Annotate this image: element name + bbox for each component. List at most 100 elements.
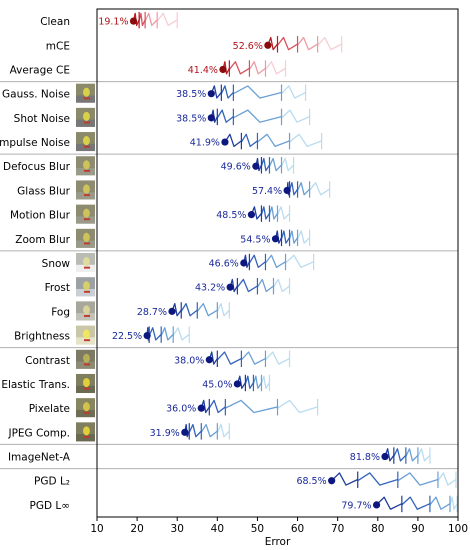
trail-segment (233, 85, 282, 99)
trail-segment (285, 254, 314, 269)
trail-segment (272, 278, 290, 293)
thumbnail-accent (83, 411, 91, 414)
x-tick-label: 60 (291, 523, 304, 535)
value-label: 36.0% (166, 404, 196, 415)
trail-segment (393, 448, 407, 462)
value-label: 22.5% (112, 331, 142, 342)
trail-segment (256, 278, 274, 293)
corruption-thumbnail (76, 180, 95, 200)
thumbnail-accent (83, 436, 91, 438)
data-point (205, 356, 213, 364)
data-point (129, 17, 138, 25)
trail-segment (276, 206, 290, 220)
trail-segment (277, 399, 318, 414)
trail-segment (208, 399, 226, 414)
thumbnail-subject (83, 87, 90, 97)
trail-segment (244, 375, 254, 389)
corruption-thumbnail (76, 156, 95, 176)
value-label: 48.5% (216, 210, 246, 221)
corruption-thumbnail (76, 107, 95, 127)
data-point (240, 259, 248, 267)
x-tick-label: 40 (211, 523, 224, 535)
row-label: Frost (45, 282, 70, 294)
value-label: 19.1% (98, 17, 128, 28)
data-point (221, 138, 229, 146)
thumbnail-subject (83, 426, 90, 436)
thumbnail-accent (83, 218, 91, 221)
corruption-thumbnail (76, 398, 95, 418)
row-label: Shot Noise (14, 113, 70, 125)
trail-segment (288, 230, 299, 244)
trail-segment (280, 157, 295, 172)
trail-segment (180, 302, 198, 317)
value-label: 52.6% (233, 41, 263, 52)
data-point (181, 428, 189, 436)
thumbnail-accent (83, 290, 91, 293)
row-label: Fog (51, 306, 70, 318)
trail-segment (250, 206, 262, 220)
data-point (219, 65, 227, 74)
x-tick-label: 30 (171, 523, 184, 535)
trail-segment (228, 61, 250, 75)
trail-segment (437, 472, 457, 486)
row-label: Motion Blur (10, 210, 71, 222)
trail-segment (233, 109, 282, 123)
trail-segment (405, 448, 419, 462)
trail-segment (384, 448, 395, 462)
row-label: PGD L∞ (30, 500, 71, 512)
trail-segment (156, 12, 178, 27)
row-label: JPEG Comp. (7, 427, 70, 439)
thumbnail-accent (83, 242, 91, 245)
corruption-thumbnail (76, 301, 95, 321)
trail-segment (281, 85, 306, 99)
data-point (207, 90, 215, 98)
trail-segment (268, 206, 279, 220)
row-label: Brightness (14, 331, 70, 343)
row-label: Snow (42, 258, 71, 270)
trail-segment (188, 423, 202, 438)
corruption-thumbnail (76, 132, 95, 152)
row-label: Defocus Blur (3, 161, 71, 173)
trail-segment (268, 157, 282, 172)
thumbnail-accent (83, 194, 91, 197)
value-label: 41.4% (188, 65, 218, 76)
thumbnail-subject (83, 136, 90, 146)
row-label: Clean (40, 16, 70, 28)
row-label: PGD L₂ (34, 476, 70, 488)
trail-segment (281, 109, 310, 123)
value-label: 43.2% (195, 283, 225, 294)
trail-segment (357, 472, 399, 486)
data-point (328, 477, 336, 485)
thumbnail-accent (83, 339, 91, 342)
value-label: 28.7% (137, 307, 167, 318)
thumbnail-accent (83, 145, 91, 148)
thumbnail-accent (83, 363, 91, 366)
data-point (283, 186, 291, 195)
row-label: Zoom Blur (15, 234, 70, 246)
corruption-thumbnail (76, 277, 95, 297)
data-point (372, 501, 381, 509)
trail-segment (296, 230, 311, 244)
thumbnail-subject (83, 232, 90, 242)
trail-segment (248, 61, 266, 75)
thumbnail-accent (83, 315, 91, 317)
trail-segment (309, 182, 330, 196)
data-point (264, 41, 272, 49)
trail-segment (276, 36, 298, 51)
value-label: 46.6% (209, 259, 239, 270)
value-label: 38.0% (174, 355, 204, 366)
trail-segment (240, 351, 266, 365)
trail-segment (216, 351, 242, 365)
corruption-thumbnail (76, 422, 95, 442)
thumbnail-subject (83, 208, 90, 218)
x-tick-label: 70 (331, 523, 344, 535)
x-tick-label: 90 (411, 523, 424, 535)
trail-segment (208, 351, 218, 365)
thumbnail-subject (83, 402, 90, 412)
trail-segment (172, 327, 190, 341)
thumbnail-subject (83, 305, 90, 315)
trail-segment (317, 36, 342, 51)
trail-segment (240, 133, 258, 148)
trail-segment (236, 375, 246, 389)
trail-segment (296, 182, 311, 196)
